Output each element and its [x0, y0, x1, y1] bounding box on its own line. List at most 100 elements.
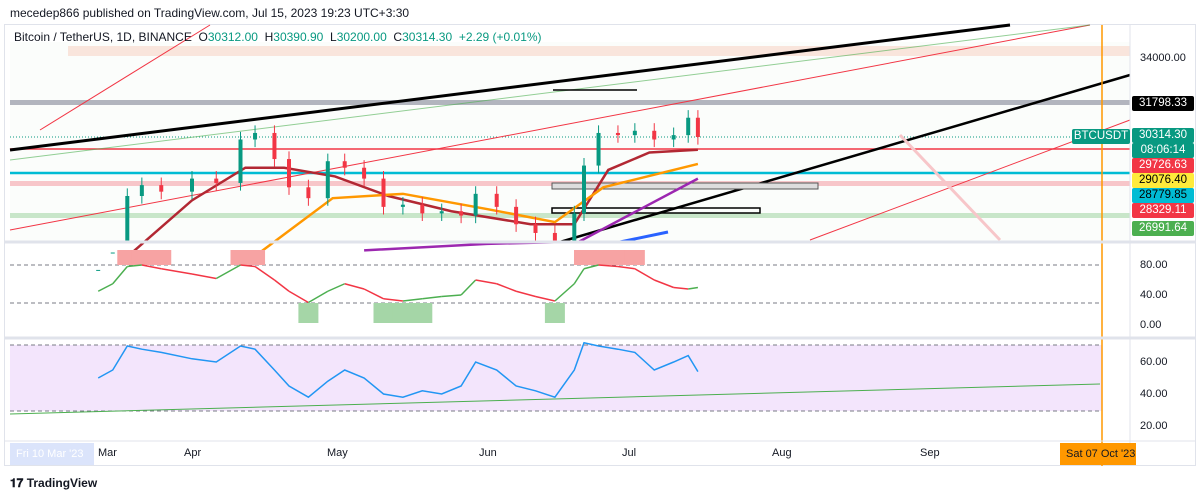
- osc1-line: [141, 264, 162, 270]
- crosshair-date-right: Sat 07 Oct '23: [1060, 443, 1136, 465]
- candle: [342, 161, 347, 168]
- fan-line: [39, 24, 211, 131]
- osc1-line: [112, 266, 128, 285]
- osc1-line: [240, 264, 256, 268]
- price-chart[interactable]: [0, 0, 1200, 470]
- osc2-tick: 60.00: [1140, 356, 1168, 368]
- price-label: 29076.40: [1132, 173, 1194, 188]
- ma-orange: [259, 162, 699, 254]
- overbought-highlight: [607, 250, 628, 265]
- osc1-line: [215, 264, 241, 280]
- osc1-line: [673, 286, 689, 290]
- osc1-tick: 0.00: [1140, 319, 1162, 331]
- osc1-line: [402, 298, 423, 302]
- candle: [652, 130, 657, 140]
- candle: [686, 117, 691, 136]
- osc1-line: [308, 290, 329, 304]
- osc2-trendline: [9, 383, 1101, 415]
- high-label: H: [264, 30, 274, 44]
- osc1-line: [441, 294, 462, 298]
- osc2-tick: 40.00: [1140, 388, 1168, 400]
- osc1-line: [634, 268, 655, 281]
- candle: [494, 193, 499, 207]
- candle: [159, 185, 164, 192]
- candle: [459, 211, 464, 216]
- candle: [632, 130, 637, 136]
- osc1-line: [288, 290, 309, 304]
- time-label: Jun: [479, 447, 497, 459]
- candle: [190, 178, 194, 192]
- candle: [238, 139, 243, 183]
- brand-label: TradingView: [26, 476, 98, 490]
- osc1-tick: 40.00: [1140, 289, 1168, 301]
- time-label: Mar: [98, 447, 117, 459]
- candle: [110, 252, 115, 254]
- high-value: 30390.90: [273, 30, 324, 44]
- candle: [695, 117, 700, 137]
- overbought-highlight: [131, 250, 152, 265]
- channel-line: [9, 24, 1091, 161]
- chart-frame[interactable]: [4, 24, 1196, 466]
- osc1-line: [422, 295, 442, 300]
- candle: [473, 193, 478, 216]
- time-label: Apr: [184, 447, 202, 459]
- symbol-title[interactable]: Bitcoin / TetherUS, 1D, BINANCE: [14, 30, 192, 44]
- rect-drawing: [551, 207, 761, 214]
- tv-logo-icon: 𝟏𝟕: [10, 476, 24, 490]
- candle: [572, 213, 577, 241]
- open-value: 30312.00: [207, 30, 258, 44]
- change-value: +2.29 (+0.01%): [458, 30, 542, 44]
- overbought-highlight: [245, 250, 266, 265]
- time-label: May: [327, 447, 348, 459]
- candle: [381, 178, 386, 207]
- osc1-line: [191, 273, 217, 280]
- osc1-line: [363, 288, 384, 300]
- candle: [362, 167, 367, 179]
- price-tick: 34000.00: [1140, 52, 1186, 64]
- candle: [615, 132, 620, 136]
- symbol-tag: BTCUSDT: [1072, 129, 1130, 144]
- price-label: 28329.11: [1132, 203, 1194, 218]
- osc2-band: [10, 345, 1102, 411]
- time-label: Aug: [772, 447, 792, 459]
- level-31798: [10, 100, 1130, 105]
- price-label: 30314.30: [1132, 128, 1194, 143]
- candle: [125, 196, 130, 241]
- candle: [272, 132, 277, 160]
- ma-blue: [619, 230, 669, 244]
- candle: [253, 132, 258, 140]
- candle: [420, 204, 425, 214]
- candle: [96, 269, 101, 271]
- publisher-line: mecedep866 published on TradingView.com,…: [10, 6, 410, 20]
- oversold-highlight: [373, 303, 394, 323]
- oversold-highlight: [412, 303, 433, 323]
- osc1-line: [515, 290, 536, 298]
- osc1-line: [688, 286, 699, 290]
- osc1-line: [254, 265, 275, 281]
- candle: [582, 165, 586, 214]
- osc1-line: [161, 268, 193, 275]
- tradingview-logo[interactable]: 𝟏𝟕 TradingView: [10, 476, 97, 491]
- candle: [306, 187, 311, 199]
- price-label: 26991.64: [1132, 221, 1194, 236]
- candle: [552, 232, 557, 241]
- overbought-highlight: [624, 250, 645, 265]
- candle: [671, 135, 676, 140]
- osc1-tick: 80.00: [1140, 259, 1168, 271]
- candle: [325, 161, 330, 199]
- osc1-line: [573, 268, 585, 285]
- osc2-line: [97, 341, 699, 399]
- osc1-line: [535, 295, 556, 302]
- price-label: 08:06:14: [1132, 143, 1194, 158]
- symbol-legend: Bitcoin / TetherUS, 1D, BINANCE O30312.0…: [14, 30, 542, 44]
- osc2-tick: 20.00: [1140, 420, 1168, 432]
- price-label: 31798.33: [1132, 96, 1194, 111]
- osc1-line: [617, 265, 635, 270]
- crosshair-date-left: Fri 10 Mar '23: [10, 443, 94, 465]
- price-label: 28779.85: [1132, 188, 1194, 203]
- osc1-line: [344, 283, 365, 290]
- oversold-highlight: [544, 303, 565, 323]
- candle: [514, 206, 519, 225]
- osc1-line: [273, 279, 290, 292]
- candle: [596, 132, 601, 166]
